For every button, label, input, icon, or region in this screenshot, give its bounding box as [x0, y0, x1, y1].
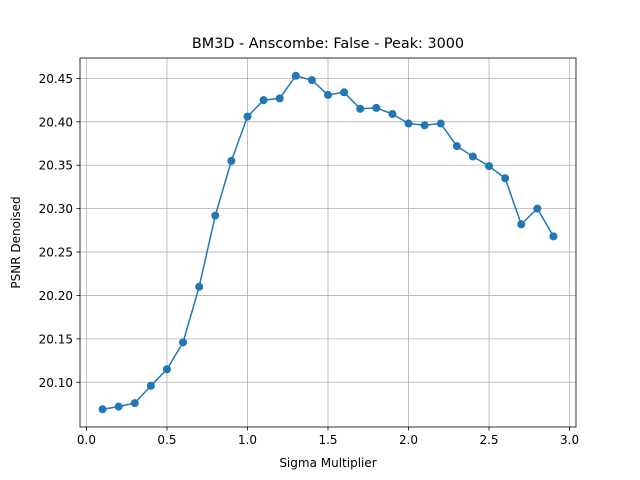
data-point [452, 142, 461, 151]
data-point [243, 112, 252, 121]
series [98, 71, 558, 414]
y-axis-label: PSNR Denoised [9, 196, 23, 288]
data-point [356, 104, 365, 113]
y-tick-label: 20.45 [39, 72, 73, 86]
data-point [485, 162, 494, 171]
x-tick-label: 0.0 [77, 433, 96, 447]
y-tick-label: 20.40 [39, 115, 73, 129]
data-point [179, 338, 188, 347]
x-tick-label: 2.0 [399, 433, 418, 447]
y-tick-label: 20.35 [39, 159, 73, 173]
data-point [533, 204, 542, 213]
data-point [324, 90, 332, 99]
data-point [468, 152, 477, 161]
grid [80, 58, 576, 427]
x-tick-label: 1.0 [238, 433, 257, 447]
data-point [146, 381, 155, 390]
data-point [372, 103, 381, 112]
data-point [195, 282, 204, 291]
data-point [420, 121, 429, 130]
data-point [340, 88, 349, 97]
x-tick-label: 2.5 [479, 433, 498, 447]
data-point [291, 71, 300, 80]
data-point [227, 156, 236, 165]
data-point [307, 76, 316, 85]
data-point [130, 399, 139, 408]
y-tick-label: 20.30 [39, 202, 73, 216]
y-axis: 20.10 20.15 20.20 20.25 20.30 20.35 20.40 20.45 [39, 72, 80, 390]
data-point [436, 119, 445, 128]
data-point [501, 174, 510, 183]
data-point [211, 211, 220, 220]
y-tick-label: 20.20 [39, 289, 73, 303]
y-tick-label: 20.25 [39, 246, 73, 260]
data-point [162, 365, 171, 374]
x-axis-label: Sigma Multiplier [279, 456, 376, 470]
x-tick-label: 1.5 [318, 433, 337, 447]
data-point [549, 232, 558, 241]
data-point [259, 96, 268, 105]
x-tick-label: 3.0 [560, 433, 579, 447]
data-point [275, 94, 284, 103]
y-tick-label: 20.10 [39, 376, 73, 390]
data-point [98, 405, 107, 414]
data-point [388, 110, 397, 119]
y-tick-label: 20.15 [39, 332, 73, 346]
data-point [404, 119, 413, 128]
chart-title: BM3D - Anscombe: False - Peak: 3000 [192, 36, 464, 52]
x-axis: 0.0 0.5 1.0 1.5 2.0 2.5 3.0 [77, 427, 579, 447]
x-tick-label: 0.5 [157, 433, 176, 447]
data-point [517, 220, 526, 229]
data-point [114, 402, 123, 411]
